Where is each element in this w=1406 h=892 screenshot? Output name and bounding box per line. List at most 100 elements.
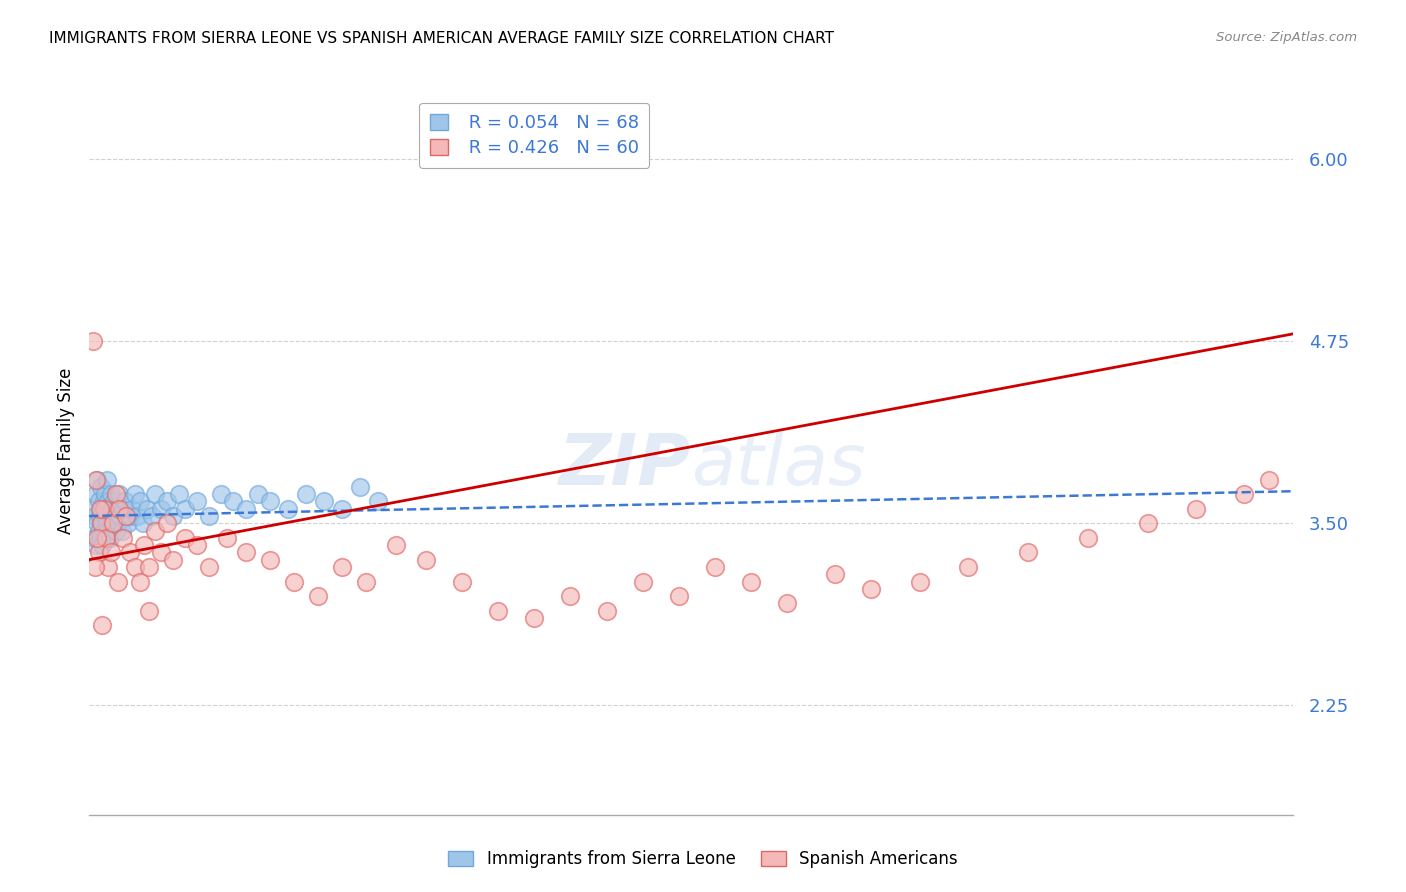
Point xyxy=(124,487,146,501)
Point xyxy=(121,501,143,516)
Point xyxy=(259,494,281,508)
Point xyxy=(1077,531,1099,545)
Point xyxy=(150,501,173,516)
Point xyxy=(956,560,979,574)
Point xyxy=(169,487,191,501)
Point xyxy=(330,560,353,574)
Point xyxy=(1017,545,1039,559)
Point xyxy=(110,508,132,523)
Point xyxy=(86,516,108,531)
Legend: Immigrants from Sierra Leone, Spanish Americans: Immigrants from Sierra Leone, Spanish Am… xyxy=(441,844,965,875)
Point xyxy=(100,545,122,559)
Point xyxy=(108,501,131,516)
Point xyxy=(740,574,762,589)
Point xyxy=(128,494,150,508)
Point xyxy=(486,604,509,618)
Point xyxy=(98,508,121,523)
Point xyxy=(277,501,299,516)
Point xyxy=(283,574,305,589)
Point xyxy=(93,501,115,516)
Point xyxy=(124,560,146,574)
Point xyxy=(235,545,257,559)
Point xyxy=(90,480,112,494)
Point xyxy=(84,473,107,487)
Point xyxy=(128,574,150,589)
Point xyxy=(349,480,371,494)
Point xyxy=(101,516,124,531)
Point xyxy=(198,508,221,523)
Point xyxy=(103,494,125,508)
Point xyxy=(96,516,118,531)
Point xyxy=(824,567,846,582)
Y-axis label: Average Family Size: Average Family Size xyxy=(58,368,75,533)
Point xyxy=(105,501,128,516)
Point xyxy=(156,494,179,508)
Point xyxy=(108,487,131,501)
Point xyxy=(162,508,184,523)
Text: IMMIGRANTS FROM SIERRA LEONE VS SPANISH AMERICAN AVERAGE FAMILY SIZE CORRELATION: IMMIGRANTS FROM SIERRA LEONE VS SPANISH … xyxy=(49,31,834,46)
Point xyxy=(115,508,138,523)
Point xyxy=(118,508,141,523)
Point xyxy=(141,508,163,523)
Point xyxy=(211,487,233,501)
Point xyxy=(174,501,197,516)
Point xyxy=(367,494,389,508)
Point xyxy=(107,516,129,531)
Point xyxy=(94,501,117,516)
Point xyxy=(198,560,221,574)
Point xyxy=(94,531,117,545)
Point xyxy=(90,501,112,516)
Point xyxy=(91,516,114,531)
Point xyxy=(143,487,166,501)
Point xyxy=(91,618,114,632)
Point xyxy=(312,494,335,508)
Point xyxy=(138,560,160,574)
Point xyxy=(87,494,110,508)
Point xyxy=(1233,487,1256,501)
Point xyxy=(127,508,149,523)
Point xyxy=(451,574,474,589)
Point xyxy=(100,516,122,531)
Point xyxy=(908,574,931,589)
Point xyxy=(107,574,129,589)
Point xyxy=(111,501,134,516)
Point xyxy=(104,524,127,538)
Point xyxy=(143,524,166,538)
Point xyxy=(668,589,690,603)
Point xyxy=(101,501,124,516)
Point xyxy=(776,596,799,610)
Point xyxy=(97,560,120,574)
Point xyxy=(354,574,377,589)
Point xyxy=(118,545,141,559)
Point xyxy=(703,560,725,574)
Point xyxy=(134,538,156,552)
Point xyxy=(162,552,184,566)
Point xyxy=(93,494,115,508)
Point xyxy=(100,487,122,501)
Point xyxy=(98,531,121,545)
Legend:  R = 0.054   N = 68,  R = 0.426   N = 60: R = 0.054 N = 68, R = 0.426 N = 60 xyxy=(419,103,650,168)
Point xyxy=(93,524,115,538)
Point xyxy=(330,501,353,516)
Point xyxy=(595,604,617,618)
Point xyxy=(415,552,437,566)
Point xyxy=(135,501,157,516)
Point xyxy=(1185,501,1208,516)
Text: ZIP: ZIP xyxy=(558,431,690,500)
Point xyxy=(117,516,139,531)
Point xyxy=(86,473,108,487)
Point xyxy=(174,531,197,545)
Point xyxy=(91,538,114,552)
Point xyxy=(523,611,546,625)
Point xyxy=(385,538,408,552)
Point xyxy=(84,487,107,501)
Point xyxy=(222,494,245,508)
Point xyxy=(89,508,111,523)
Point xyxy=(84,538,107,552)
Point xyxy=(111,531,134,545)
Text: atlas: atlas xyxy=(690,431,866,500)
Point xyxy=(83,531,105,545)
Point xyxy=(156,516,179,531)
Point xyxy=(1257,473,1279,487)
Text: Source: ZipAtlas.com: Source: ZipAtlas.com xyxy=(1216,31,1357,45)
